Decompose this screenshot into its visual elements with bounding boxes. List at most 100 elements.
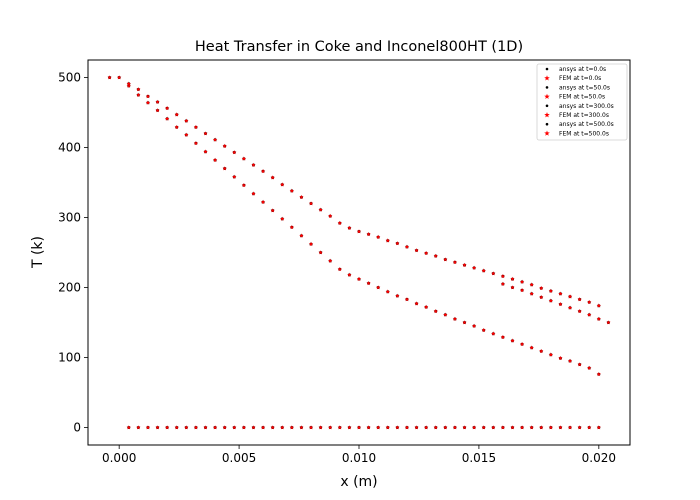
- data-point: [587, 299, 592, 305]
- data-point: [596, 372, 602, 377]
- data-point: [519, 288, 525, 293]
- data-point: [347, 272, 352, 277]
- data-point: [471, 323, 477, 328]
- data-point: [260, 169, 266, 174]
- data-point: [241, 156, 247, 161]
- data-point: [203, 149, 208, 154]
- series-7: [500, 281, 602, 321]
- data-point: [270, 175, 275, 180]
- data-point: [212, 137, 218, 142]
- data-point: [280, 216, 285, 221]
- data-point: [136, 92, 141, 97]
- data-point: [136, 425, 141, 430]
- data-point: [481, 425, 486, 430]
- data-point: [548, 425, 554, 430]
- legend-marker: [545, 122, 549, 126]
- data-point: [260, 199, 266, 204]
- data-point: [347, 225, 352, 230]
- data-point: [567, 305, 573, 310]
- data-point: [443, 312, 448, 317]
- data-point: [280, 425, 285, 430]
- data-point: [251, 425, 256, 430]
- data-point: [548, 352, 554, 357]
- legend-marker: [545, 67, 549, 71]
- data-point: [318, 207, 323, 212]
- legend-item: FEM at t=300.0s: [544, 112, 609, 119]
- data-point: [116, 75, 122, 80]
- data-point: [376, 285, 381, 290]
- data-point: [270, 208, 275, 213]
- data-point: [577, 425, 582, 430]
- data-point: [251, 191, 256, 196]
- data-point: [164, 425, 170, 430]
- data-point: [184, 118, 189, 123]
- data-point: [596, 425, 602, 430]
- data-point: [423, 250, 429, 256]
- data-point: [587, 425, 592, 430]
- data-point: [500, 274, 506, 279]
- data-point: [519, 425, 525, 430]
- legend-frame: [536, 63, 628, 141]
- x-tick-label: 0.000: [102, 451, 136, 465]
- data-point: [510, 285, 515, 290]
- data-point: [548, 298, 554, 303]
- data-marks: [107, 75, 611, 430]
- data-point: [452, 260, 458, 265]
- series-3: [107, 75, 602, 377]
- data-point: [318, 425, 323, 430]
- data-point: [184, 132, 189, 137]
- data-point: [385, 238, 390, 243]
- data-point: [395, 241, 400, 246]
- data-point: [232, 174, 237, 179]
- legend-item: FEM at t=50.0s: [544, 94, 605, 101]
- data-point: [423, 425, 429, 430]
- data-point: [155, 108, 160, 113]
- y-tick-label: 400: [58, 141, 81, 155]
- data-point: [404, 425, 410, 430]
- data-point: [126, 83, 131, 88]
- y-axis-label: T (k): [30, 236, 46, 269]
- data-point: [443, 257, 448, 262]
- data-point: [491, 331, 496, 336]
- data-point: [203, 425, 208, 430]
- data-point: [529, 291, 534, 296]
- data-point: [289, 425, 295, 430]
- data-point: [174, 112, 179, 117]
- data-point: [539, 285, 544, 291]
- data-point: [558, 355, 563, 361]
- data-point: [577, 297, 582, 302]
- data-point: [376, 425, 381, 430]
- x-axis: 0.000 0.005 0.010 0.015 0.020: [102, 445, 616, 465]
- legend-label: ansys at t=500.0s: [559, 121, 614, 128]
- data-point: [222, 425, 227, 430]
- data-point: [145, 100, 151, 105]
- data-point: [193, 425, 199, 430]
- data-point: [510, 338, 515, 343]
- legend-label: FEM at t=50.0s: [559, 94, 605, 101]
- data-point: [587, 312, 592, 317]
- data-point: [337, 425, 342, 430]
- data-point: [404, 244, 410, 249]
- x-axis-label: x (m): [340, 474, 377, 490]
- data-point: [404, 297, 410, 302]
- legend-item: FEM at t=500.0s: [544, 130, 609, 137]
- data-point: [567, 358, 573, 363]
- data-point: [299, 425, 304, 430]
- data-point: [462, 425, 467, 430]
- data-point: [308, 201, 314, 206]
- legend: ansys at t=0.0s FEM at t=0.0s ansys at t=5…: [536, 63, 628, 141]
- data-point: [385, 289, 390, 294]
- data-point: [212, 425, 218, 430]
- x-tick-label: 0.015: [462, 451, 496, 465]
- y-tick-label: 0: [73, 421, 81, 435]
- data-point: [155, 99, 160, 104]
- data-point: [481, 327, 486, 333]
- data-point: [433, 309, 438, 314]
- x-tick-label: 0.005: [222, 451, 256, 465]
- data-point: [308, 241, 314, 246]
- data-point: [299, 194, 304, 200]
- data-point: [280, 182, 285, 187]
- data-point: [529, 282, 534, 287]
- data-point: [587, 365, 592, 370]
- data-point: [596, 316, 602, 321]
